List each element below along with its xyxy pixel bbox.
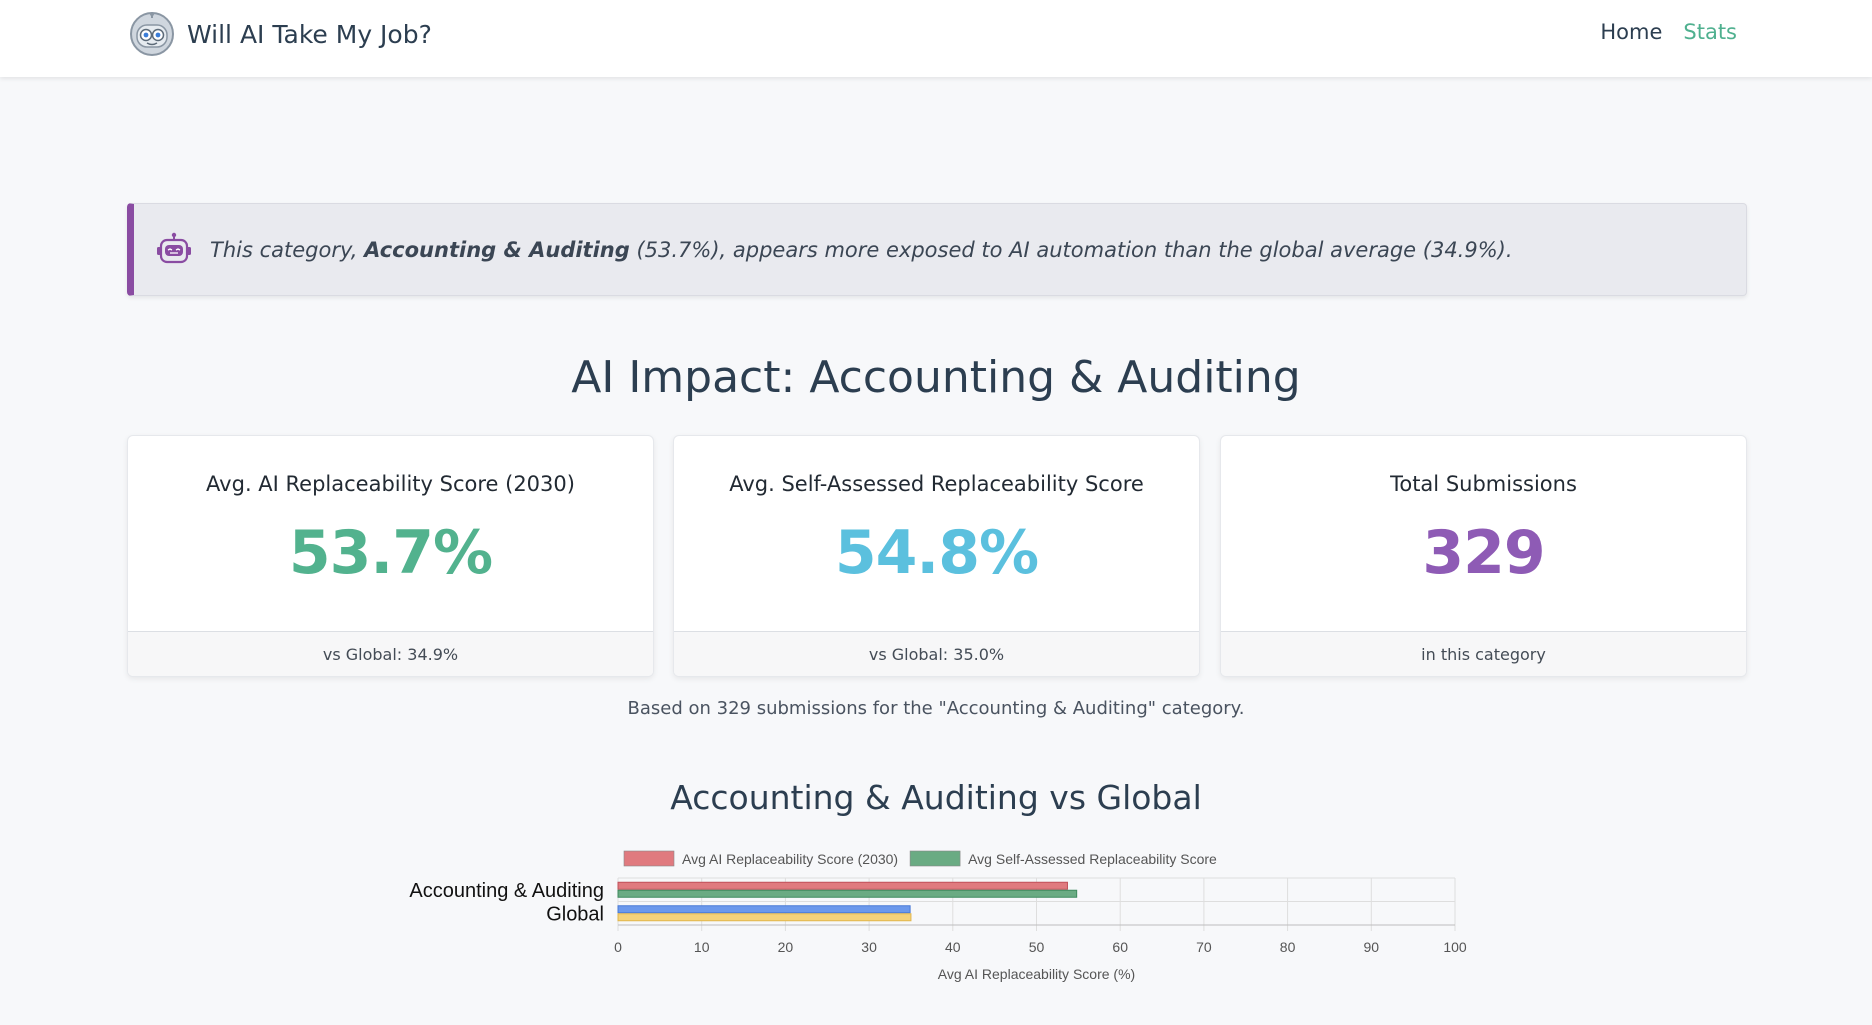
submissions-note: Based on 329 submissions for the "Accoun… — [627, 698, 1245, 719]
alert-message: This category, Accounting & Auditing (53… — [210, 238, 1513, 262]
category-alert: This category, Accounting & Auditing (53… — [127, 203, 1747, 296]
robot-icon — [157, 232, 191, 263]
submissions-card-footer: in this category — [1221, 632, 1746, 676]
nav-link-stats[interactable]: Stats — [1683, 20, 1737, 44]
nav-link-home[interactable]: Home — [1600, 20, 1663, 44]
submissions-card-title: Total Submissions — [1390, 472, 1577, 496]
nav-links: Home Stats — [1600, 20, 1737, 44]
x-tick-label: 50 — [1029, 939, 1045, 955]
submissions-card: Total Submissions 329 in this category — [1220, 435, 1747, 677]
ai-score-card-title: Avg. AI Replaceability Score (2030) — [206, 472, 575, 496]
page-title: AI Impact: Accounting & Auditing — [571, 352, 1301, 403]
submissions-value: 329 — [1422, 518, 1545, 588]
x-tick-label: 30 — [861, 939, 877, 955]
robot-logo-icon — [130, 12, 174, 56]
x-tick-label: 100 — [1443, 939, 1467, 955]
x-tick-label: 10 — [694, 939, 710, 955]
self-assessed-card-title: Avg. Self-Assessed Replaceability Score — [729, 472, 1144, 496]
self-assessed-card-footer: vs Global: 35.0% — [674, 632, 1199, 676]
legend-swatch — [623, 850, 675, 867]
self-assessed-value: 54.8% — [834, 518, 1039, 588]
x-tick-label: 70 — [1196, 939, 1212, 955]
bar — [617, 905, 911, 914]
comparison-bar-chart: 0 10 20 30 40 50 60 70 80 90 100 Accounting & Audit… — [409, 850, 1467, 982]
x-tick-label: 20 — [778, 939, 794, 955]
alert-prefix: This category, — [210, 237, 365, 262]
x-tick-label: 60 — [1112, 939, 1128, 955]
ai-score-card: Avg. AI Replaceability Score (2030) 53.7… — [127, 435, 654, 677]
bar — [617, 889, 1078, 898]
alert-suffix: (53.7%), appears more exposed to AI auto… — [629, 237, 1513, 262]
x-tick-label: 80 — [1280, 939, 1296, 955]
y-category-label: Global — [546, 903, 604, 925]
legend-label: Avg Self-Assessed Replaceability Score — [968, 851, 1217, 867]
brand-link[interactable]: Will AI Take My Job? — [129, 10, 432, 58]
chart-title: Accounting & Auditing vs Global — [670, 778, 1202, 817]
bar — [617, 881, 1068, 890]
x-tick-label: 90 — [1364, 939, 1380, 955]
y-category-label: Accounting & Auditing — [409, 880, 604, 902]
bar — [617, 913, 912, 922]
ai-score-value: 53.7% — [288, 518, 493, 588]
x-tick-label: 0 — [614, 939, 622, 955]
alert-category: Accounting & Auditing — [364, 237, 630, 262]
self-assessed-card: Avg. Self-Assessed Replaceability Score … — [673, 435, 1200, 677]
x-tick-label: 40 — [945, 939, 961, 955]
x-axis-label: Avg AI Replaceability Score (%) — [938, 966, 1135, 982]
legend-swatch — [909, 850, 961, 867]
legend-label: Avg AI Replaceability Score (2030) — [682, 851, 898, 867]
ai-score-card-footer: vs Global: 34.9% — [128, 632, 653, 676]
brand-title: Will AI Take My Job? — [187, 19, 432, 49]
navbar: Will AI Take My Job? Home Stats — [0, 0, 1872, 77]
